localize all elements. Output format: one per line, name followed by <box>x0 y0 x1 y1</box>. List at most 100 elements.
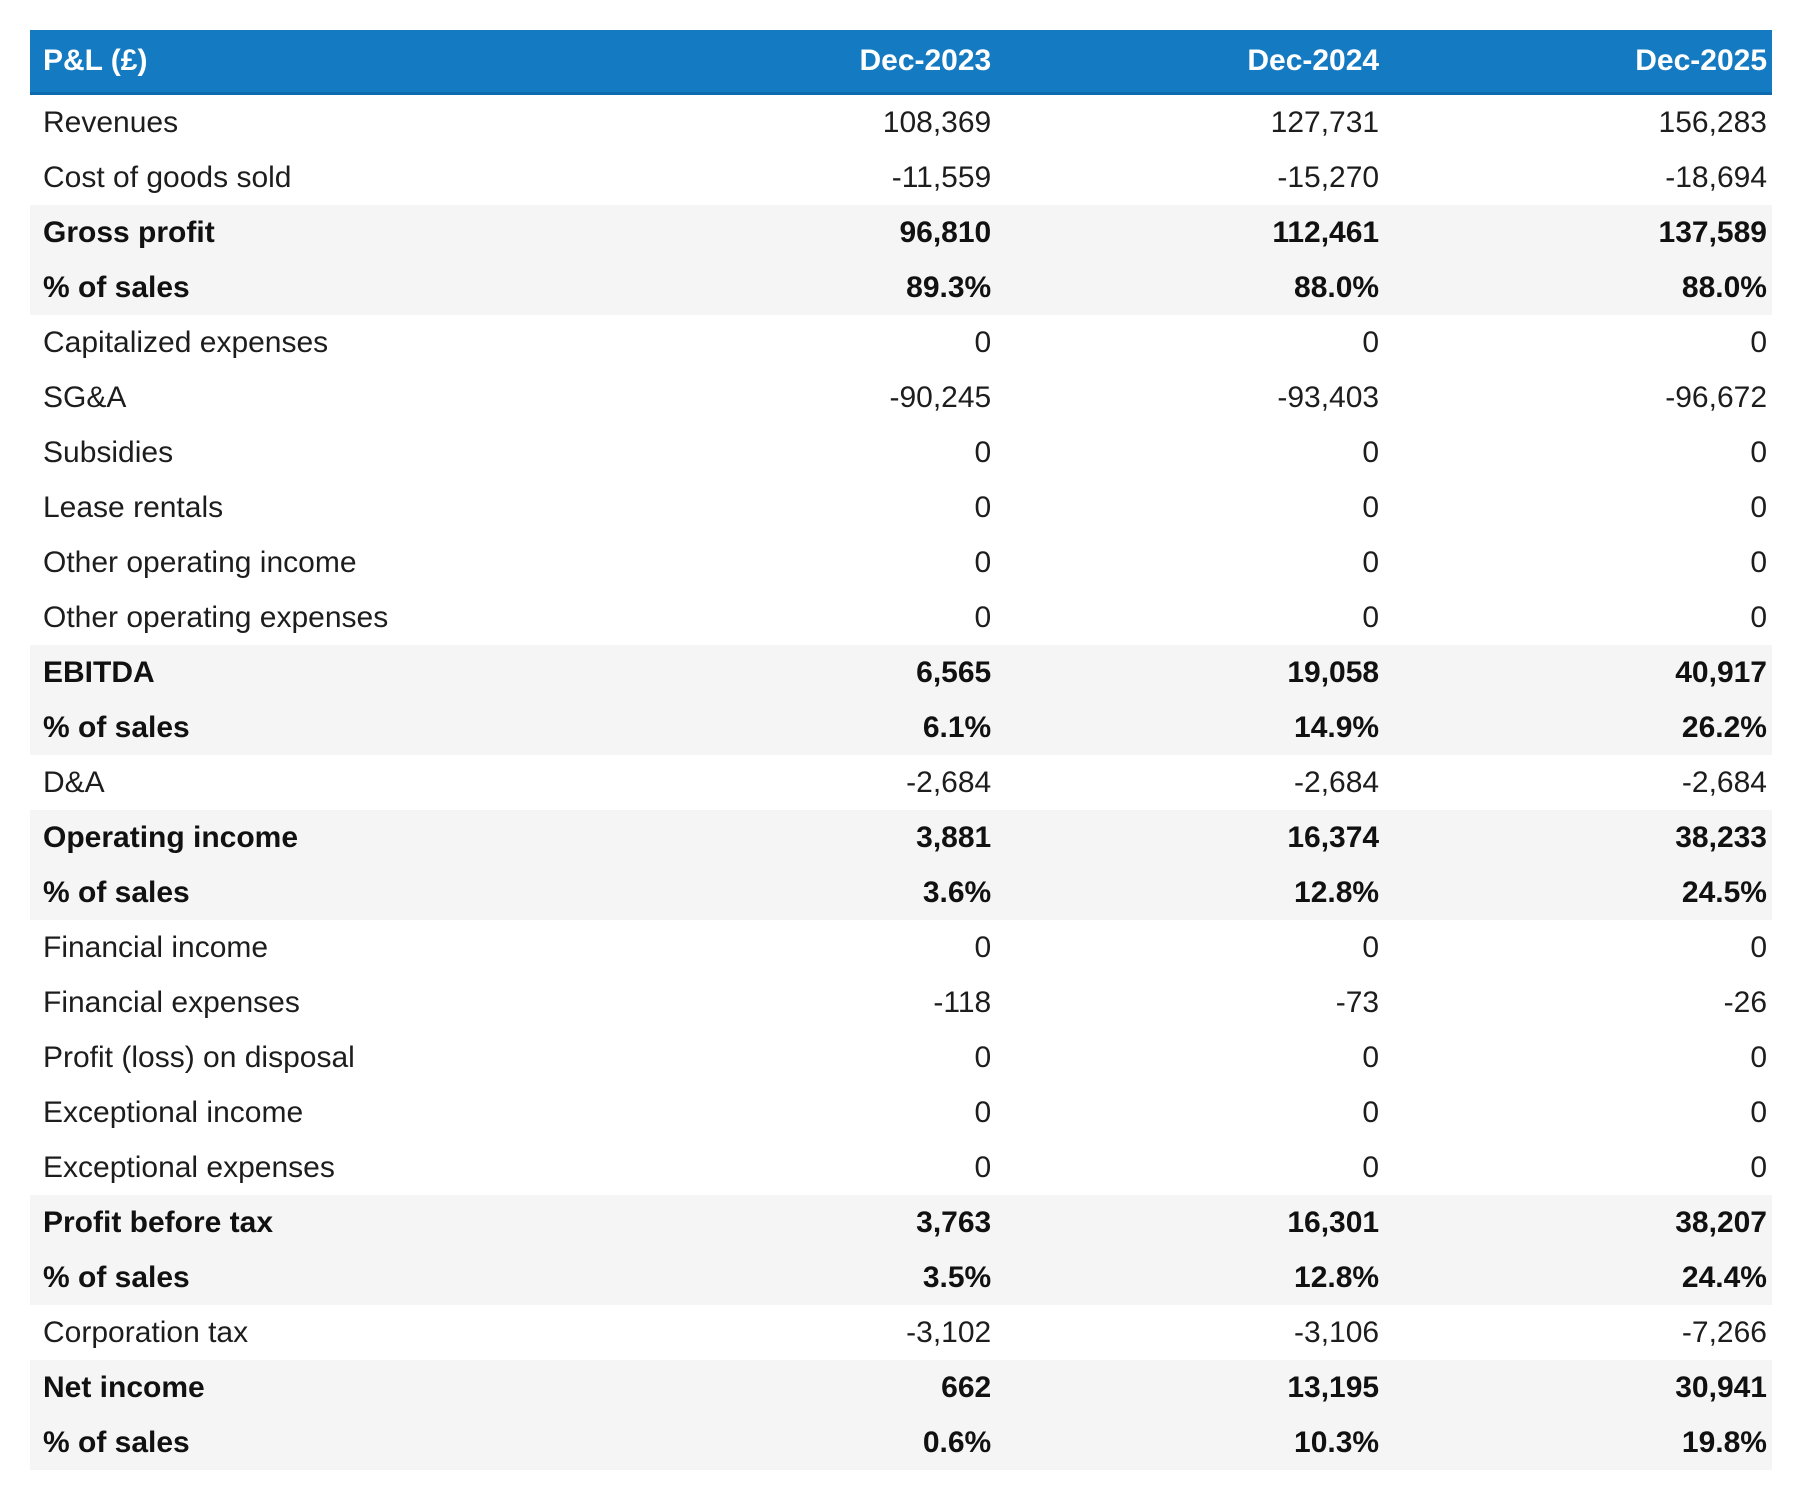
row-label: % of sales <box>30 700 609 755</box>
table-row: SG&A -90,245 -93,403 -96,672 <box>30 370 1772 425</box>
value-dec-2024: 19,058 <box>996 645 1385 700</box>
value-dec-2024: 0 <box>996 920 1385 975</box>
value-dec-2025: 30,941 <box>1384 1360 1772 1415</box>
value-dec-2024: -3,106 <box>996 1305 1385 1360</box>
table-row: Exceptional expenses 0 0 0 <box>30 1140 1772 1195</box>
row-label: Corporation tax <box>30 1305 609 1360</box>
value-dec-2025: 38,233 <box>1384 810 1772 865</box>
value-dec-2024: 112,461 <box>996 205 1385 260</box>
value-dec-2023: 662 <box>608 1360 997 1415</box>
row-label: Cost of goods sold <box>30 150 609 205</box>
value-dec-2024: 13,195 <box>996 1360 1385 1415</box>
row-label: Net income <box>30 1360 609 1415</box>
table-row: Profit before tax 3,763 16,301 38,207 <box>30 1195 1772 1250</box>
row-label: % of sales <box>30 865 609 920</box>
table-row: % of sales 3.6% 12.8% 24.5% <box>30 865 1772 920</box>
row-label: Exceptional expenses <box>30 1140 609 1195</box>
table-row: Lease rentals 0 0 0 <box>30 480 1772 535</box>
row-label: % of sales <box>30 1415 609 1470</box>
value-dec-2023: 0 <box>608 480 997 535</box>
value-dec-2025: 0 <box>1384 480 1772 535</box>
row-label: Operating income <box>30 810 609 865</box>
value-dec-2024: 0 <box>996 315 1385 370</box>
pnl-table: P&L (£) Dec-2023 Dec-2024 Dec-2025 Reven… <box>30 30 1772 1470</box>
value-dec-2023: 0 <box>608 920 997 975</box>
table-row: Revenues 108,369 127,731 156,283 <box>30 93 1772 150</box>
value-dec-2023: 89.3% <box>608 260 997 315</box>
value-dec-2025: 156,283 <box>1384 93 1772 150</box>
row-label: Other operating expenses <box>30 590 609 645</box>
value-dec-2025: -2,684 <box>1384 755 1772 810</box>
value-dec-2025: 88.0% <box>1384 260 1772 315</box>
table-row: Financial expenses -118 -73 -26 <box>30 975 1772 1030</box>
row-label: Profit before tax <box>30 1195 609 1250</box>
column-header-dec-2025: Dec-2025 <box>1384 30 1772 95</box>
row-label: % of sales <box>30 1250 609 1305</box>
row-label: Exceptional income <box>30 1085 609 1140</box>
value-dec-2023: 3,881 <box>608 810 997 865</box>
value-dec-2023: 6,565 <box>608 645 997 700</box>
row-label: Other operating income <box>30 535 609 590</box>
table-body: Revenues 108,369 127,731 156,283 Cost of… <box>30 93 1772 1470</box>
table-row: EBITDA 6,565 19,058 40,917 <box>30 645 1772 700</box>
value-dec-2024: 88.0% <box>996 260 1385 315</box>
value-dec-2025: 0 <box>1384 425 1772 480</box>
row-label: Financial expenses <box>30 975 609 1030</box>
table-row: Operating income 3,881 16,374 38,233 <box>30 810 1772 865</box>
row-label: Gross profit <box>30 205 609 260</box>
value-dec-2023: 108,369 <box>608 93 997 150</box>
value-dec-2025: 0 <box>1384 315 1772 370</box>
value-dec-2024: 0 <box>996 1140 1385 1195</box>
value-dec-2023: 0 <box>608 1140 997 1195</box>
table-row: Capitalized expenses 0 0 0 <box>30 315 1772 370</box>
value-dec-2023: -118 <box>608 975 997 1030</box>
value-dec-2023: 0 <box>608 425 997 480</box>
table-row: % of sales 6.1% 14.9% 26.2% <box>30 700 1772 755</box>
value-dec-2024: 0 <box>996 1085 1385 1140</box>
value-dec-2025: 0 <box>1384 590 1772 645</box>
value-dec-2023: 6.1% <box>608 700 997 755</box>
table-row: Other operating expenses 0 0 0 <box>30 590 1772 645</box>
value-dec-2025: 40,917 <box>1384 645 1772 700</box>
row-label: Subsidies <box>30 425 609 480</box>
value-dec-2024: 0 <box>996 425 1385 480</box>
table-row: Subsidies 0 0 0 <box>30 425 1772 480</box>
value-dec-2023: -11,559 <box>608 150 997 205</box>
table-row: Financial income 0 0 0 <box>30 920 1772 975</box>
value-dec-2024: 0 <box>996 1030 1385 1085</box>
table-row: Other operating income 0 0 0 <box>30 535 1772 590</box>
row-label: Profit (loss) on disposal <box>30 1030 609 1085</box>
value-dec-2025: 0 <box>1384 920 1772 975</box>
value-dec-2024: 12.8% <box>996 865 1385 920</box>
column-header-dec-2024: Dec-2024 <box>996 30 1385 95</box>
row-label: Lease rentals <box>30 480 609 535</box>
table-row: Cost of goods sold -11,559 -15,270 -18,6… <box>30 150 1772 205</box>
row-label: % of sales <box>30 260 609 315</box>
header-row: P&L (£) Dec-2023 Dec-2024 Dec-2025 <box>30 30 1772 95</box>
table-row: Gross profit 96,810 112,461 137,589 <box>30 205 1772 260</box>
value-dec-2024: 0 <box>996 590 1385 645</box>
value-dec-2023: 0 <box>608 315 997 370</box>
value-dec-2023: 3,763 <box>608 1195 997 1250</box>
value-dec-2023: 0 <box>608 590 997 645</box>
table-row: Net income 662 13,195 30,941 <box>30 1360 1772 1415</box>
table-row: Exceptional income 0 0 0 <box>30 1085 1772 1140</box>
value-dec-2023: 3.6% <box>608 865 997 920</box>
value-dec-2023: -90,245 <box>608 370 997 425</box>
value-dec-2024: 10.3% <box>996 1415 1385 1470</box>
value-dec-2023: 96,810 <box>608 205 997 260</box>
value-dec-2024: 12.8% <box>996 1250 1385 1305</box>
value-dec-2025: 26.2% <box>1384 700 1772 755</box>
value-dec-2025: -26 <box>1384 975 1772 1030</box>
row-label: SG&A <box>30 370 609 425</box>
value-dec-2023: -3,102 <box>608 1305 997 1360</box>
value-dec-2023: -2,684 <box>608 755 997 810</box>
value-dec-2025: 24.5% <box>1384 865 1772 920</box>
row-label: Financial income <box>30 920 609 975</box>
value-dec-2023: 0 <box>608 1030 997 1085</box>
value-dec-2024: 0 <box>996 535 1385 590</box>
value-dec-2024: 16,301 <box>996 1195 1385 1250</box>
value-dec-2024: 0 <box>996 480 1385 535</box>
value-dec-2024: 127,731 <box>996 93 1385 150</box>
